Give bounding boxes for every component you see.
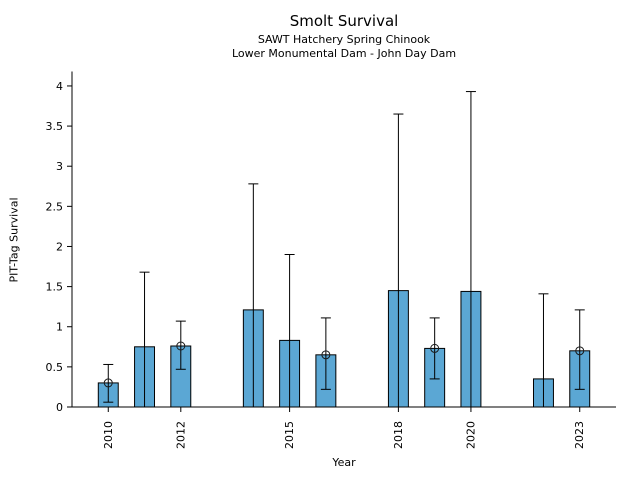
point-estimate-marker — [176, 341, 186, 351]
y-axis-label: PIT-Tag Survival — [7, 197, 21, 283]
point-estimate-marker — [103, 378, 113, 388]
point-estimate-marker — [430, 343, 440, 353]
y-tick-label: 0.5 — [46, 361, 64, 374]
y-tick-label: 2.5 — [46, 200, 64, 213]
x-tick-label: 2020 — [464, 421, 477, 449]
chart-title: Smolt Survival — [289, 12, 399, 30]
y-tick-label: 3 — [56, 160, 63, 173]
x-tick-label: 2023 — [573, 421, 586, 449]
x-tick-label: 2015 — [283, 421, 296, 449]
y-tick-label: 4 — [56, 80, 63, 93]
x-tick-label: 2018 — [392, 421, 405, 449]
y-tick-label: 2 — [56, 240, 63, 253]
chart-subtitle-stock: SAWT Hatchery Spring Chinook — [257, 33, 431, 46]
y-tick-label: 1.5 — [46, 281, 64, 294]
y-tick-label: 1 — [56, 321, 63, 334]
x-tick-label: 2010 — [102, 421, 115, 449]
point-estimate-marker — [321, 350, 331, 360]
chart-subtitle-reach: Lower Monumental Dam - John Day Dam — [231, 47, 457, 60]
y-tick-label: 3.5 — [46, 120, 64, 133]
x-tick-label: 2012 — [174, 421, 187, 449]
x-axis-label: Year — [332, 456, 356, 469]
point-estimate-marker — [575, 346, 585, 356]
y-tick-label: 0 — [56, 401, 63, 414]
